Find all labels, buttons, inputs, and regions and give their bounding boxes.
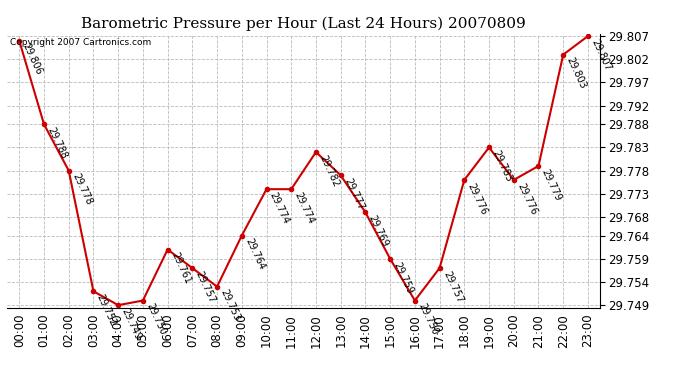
Text: 29.759: 29.759: [391, 260, 415, 295]
Text: 29.777: 29.777: [342, 177, 366, 212]
Text: 29.749: 29.749: [119, 307, 143, 342]
Text: 29.776: 29.776: [515, 181, 539, 216]
Text: 29.803: 29.803: [564, 56, 588, 91]
Text: 29.806: 29.806: [21, 42, 44, 77]
Text: 29.788: 29.788: [46, 126, 69, 160]
Text: 29.750: 29.750: [144, 302, 168, 337]
Text: 29.764: 29.764: [243, 237, 266, 272]
Text: 29.757: 29.757: [441, 270, 464, 304]
Text: 29.782: 29.782: [317, 153, 341, 189]
Text: 29.776: 29.776: [466, 181, 489, 216]
Text: 29.757: 29.757: [194, 270, 217, 304]
Text: 29.807: 29.807: [589, 38, 613, 72]
Text: 29.769: 29.769: [367, 214, 390, 249]
Title: Barometric Pressure per Hour (Last 24 Hours) 20070809: Barometric Pressure per Hour (Last 24 Ho…: [81, 17, 526, 31]
Text: 29.750: 29.750: [416, 302, 440, 337]
Text: Copyright 2007 Cartronics.com: Copyright 2007 Cartronics.com: [10, 38, 151, 47]
Text: 29.753: 29.753: [219, 288, 242, 323]
Text: 29.779: 29.779: [540, 167, 563, 202]
Text: 29.761: 29.761: [169, 251, 193, 286]
Text: 29.752: 29.752: [95, 292, 118, 328]
Text: 29.783: 29.783: [491, 149, 514, 184]
Text: 29.774: 29.774: [268, 190, 291, 226]
Text: 29.774: 29.774: [293, 190, 316, 226]
Text: 29.778: 29.778: [70, 172, 94, 207]
